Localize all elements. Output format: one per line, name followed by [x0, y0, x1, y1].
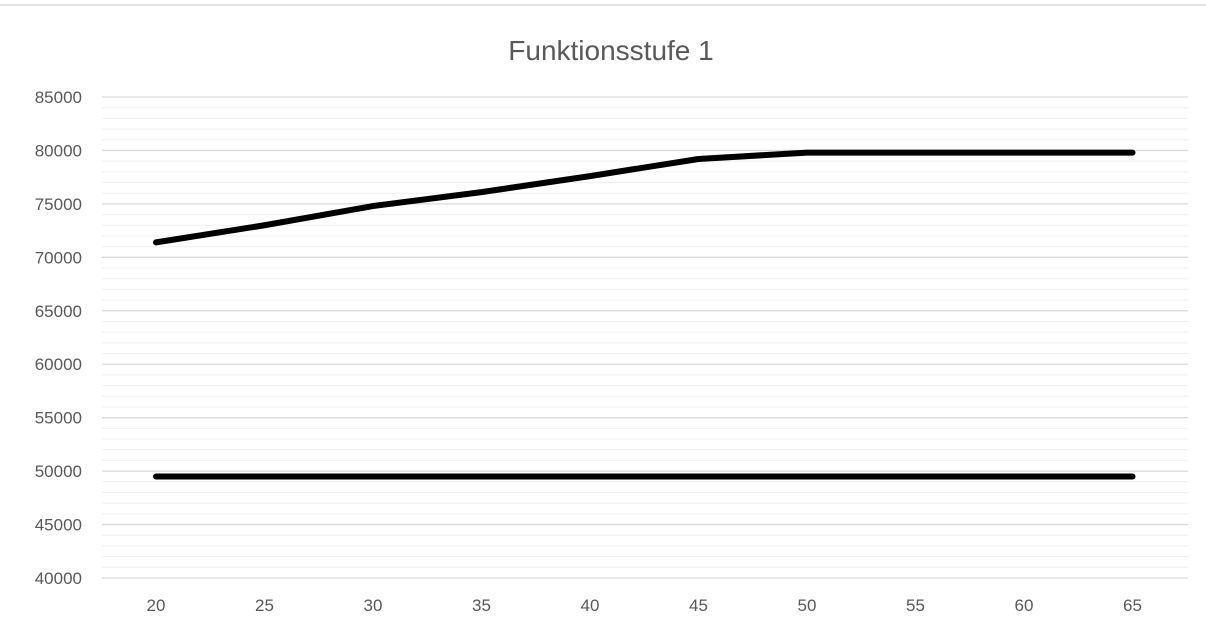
x-tick-label: 30 [364, 596, 383, 615]
x-tick-label: 20 [147, 596, 166, 615]
x-tick-label: 60 [1015, 596, 1034, 615]
y-tick-label: 80000 [35, 141, 82, 160]
y-tick-label: 75000 [35, 195, 82, 214]
x-tick-label: 65 [1123, 596, 1142, 615]
series-group [153, 149, 1136, 480]
x-tick-label: 55 [906, 596, 925, 615]
x-axis-ticks: 20 25 30 35 40 45 50 55 60 65 [147, 596, 1142, 615]
x-tick-label: 45 [689, 596, 708, 615]
y-tick-label: 60000 [35, 355, 82, 374]
y-tick-label: 50000 [35, 462, 82, 481]
y-tick-label: 40000 [35, 569, 82, 588]
x-tick-label: 50 [798, 596, 817, 615]
x-tick-label: 40 [581, 596, 600, 615]
series-line-1 [153, 149, 1136, 246]
x-tick-label: 35 [472, 596, 491, 615]
y-tick-label: 85000 [35, 88, 82, 107]
y-tick-label: 70000 [35, 248, 82, 267]
y-tick-label: 45000 [35, 516, 82, 535]
minor-grid [102, 107, 1188, 568]
x-tick-label: 25 [255, 596, 274, 615]
y-tick-label: 55000 [35, 409, 82, 428]
chart-title: Funktionsstufe 1 [508, 35, 713, 66]
y-axis-ticks: 40000 45000 50000 55000 60000 65000 70000 75000… [35, 88, 82, 588]
y-tick-label: 65000 [35, 302, 82, 321]
